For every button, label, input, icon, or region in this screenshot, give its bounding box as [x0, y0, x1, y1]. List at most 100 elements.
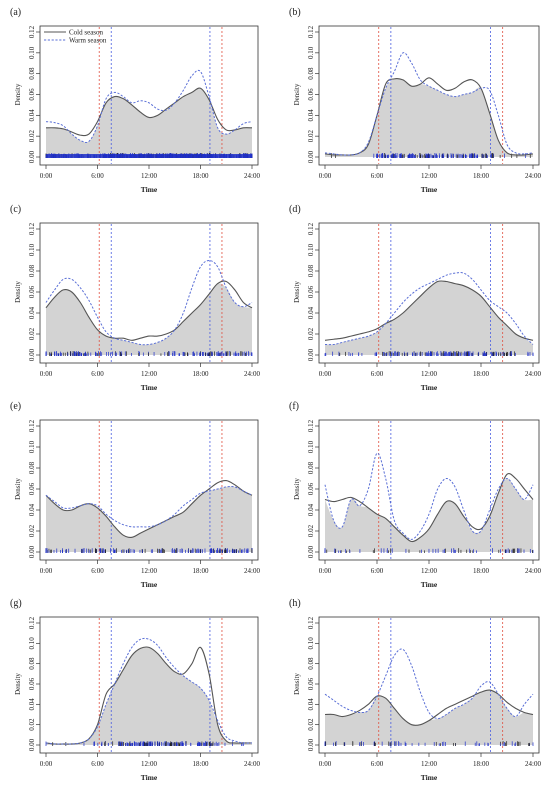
x-tick-label: 12:00 [421, 567, 437, 575]
y-tick-label: 0.04 [307, 306, 315, 319]
panel-e: (e) 0.00 0.02 0.04 0.06 0.08 0.10 0.12 Density 0:… [10, 401, 260, 589]
y-tick-label: 0.10 [307, 440, 315, 453]
x-tick-label: 18:00 [473, 172, 489, 180]
y-tick-label: 0.12 [28, 25, 36, 38]
y-axis-label: Density [293, 673, 301, 695]
x-tick-label: 0:00 [40, 760, 53, 768]
rug-ticks [45, 741, 244, 746]
y-tick-label: 0.10 [307, 46, 315, 59]
x-axis-label: Time [421, 580, 438, 589]
panel-label: (d) [289, 204, 301, 215]
y-tick-label: 0.10 [307, 637, 315, 650]
x-axis-label: Time [141, 383, 158, 392]
y-tick-label: 0.12 [307, 616, 315, 629]
panel-label: (c) [10, 204, 21, 215]
cold-season-curve [45, 280, 253, 341]
x-tick-label: 6:00 [371, 567, 384, 575]
y-tick-label: 0.12 [307, 419, 315, 432]
y-tick-label: 0.04 [28, 698, 36, 711]
x-tick-label: 0:00 [40, 172, 53, 180]
panel-a: (a) 0.00 0.02 0.04 0.06 0.08 0.10 0.12 Density 0:… [10, 7, 260, 194]
warm-season-curve [324, 452, 534, 540]
y-tick-label: 0.04 [307, 503, 315, 516]
x-axis-label: Time [421, 383, 438, 392]
overlap-area [46, 88, 252, 157]
x-tick-label: 0:00 [319, 760, 332, 768]
y-tick-label: 0.12 [307, 25, 315, 38]
y-tick-label: 0.02 [307, 524, 315, 537]
x-tick-label: 12:00 [141, 370, 157, 378]
y-tick-label: 0.00 [307, 348, 315, 361]
x-tick-label: 18:00 [193, 370, 209, 378]
panel-g: (g) 0.00 0.02 0.04 0.06 0.08 0.10 0.12 Density 0:… [10, 598, 260, 782]
y-tick-label: 0.00 [28, 150, 36, 163]
overlap-area [46, 646, 252, 745]
y-tick-label: 0.08 [28, 264, 36, 277]
x-tick-label: 0:00 [319, 172, 332, 180]
overlap-area [325, 478, 533, 552]
y-tick-label: 0.08 [307, 67, 315, 80]
y-tick-label: 0.06 [307, 677, 315, 690]
y-tick-label: 0.10 [28, 637, 36, 650]
y-tick-label: 0.00 [28, 545, 36, 558]
y-axis-label: Density [14, 673, 22, 695]
y-tick-label: 0.06 [307, 285, 315, 298]
x-tick-label: 0:00 [40, 370, 53, 378]
y-tick-label: 0.06 [28, 482, 36, 495]
y-tick-label: 0.00 [28, 738, 36, 751]
y-tick-label: 0.04 [28, 503, 36, 516]
y-tick-label: 0.04 [307, 698, 315, 711]
y-tick-label: 0.10 [28, 440, 36, 453]
y-tick-label: 0.10 [307, 243, 315, 256]
x-tick-label: 24:00 [525, 760, 541, 768]
y-axis-label: Density [14, 478, 22, 500]
x-tick-label: 18:00 [473, 567, 489, 575]
y-tick-label: 0.00 [28, 348, 36, 361]
y-tick-label: 0.02 [28, 130, 36, 143]
cold-season-curve [324, 473, 534, 543]
panel-label: (a) [10, 7, 21, 18]
y-tick-label: 0.02 [307, 327, 315, 340]
warm-season-curve [45, 637, 253, 745]
x-tick-label: 24:00 [244, 567, 260, 575]
y-tick-label: 0.06 [307, 482, 315, 495]
warm-season-curve [45, 486, 253, 528]
y-tick-label: 0.02 [28, 327, 36, 340]
x-tick-label: 24:00 [525, 172, 541, 180]
y-tick-label: 0.04 [28, 306, 36, 319]
x-axis-label: Time [421, 185, 438, 194]
panel-f: (f) 0.00 0.02 0.04 0.06 0.08 0.10 0.12 Density 0:… [289, 401, 541, 589]
x-axis-label: Time [421, 773, 438, 782]
x-tick-label: 6:00 [371, 172, 384, 180]
x-tick-label: 24:00 [525, 370, 541, 378]
y-tick-label: 0.08 [28, 657, 36, 670]
x-tick-label: 6:00 [371, 760, 384, 768]
x-axis-label: Time [141, 580, 158, 589]
warm-season-curve [45, 69, 253, 143]
y-tick-label: 0.06 [28, 677, 36, 690]
x-tick-label: 6:00 [91, 567, 104, 575]
y-tick-label: 0.06 [28, 88, 36, 101]
x-tick-label: 24:00 [525, 567, 541, 575]
y-tick-label: 0.12 [28, 616, 36, 629]
x-axis-label: Time [141, 185, 158, 194]
y-tick-label: 0.08 [307, 461, 315, 474]
y-tick-label: 0.08 [307, 657, 315, 670]
legend-warm-label: Warm season [69, 37, 107, 45]
x-tick-label: 0:00 [319, 370, 332, 378]
warm-season-curve [45, 259, 253, 346]
x-axis-label: Time [141, 773, 158, 782]
cold-season-curve [324, 280, 534, 341]
rug-ticks [45, 153, 253, 158]
x-tick-label: 0:00 [319, 567, 332, 575]
rug-ticks [324, 351, 534, 356]
y-tick-label: 0.02 [307, 130, 315, 143]
rug-ticks [324, 548, 534, 553]
y-tick-label: 0.08 [28, 67, 36, 80]
panel-d: (d) 0.00 0.02 0.04 0.06 0.08 0.10 0.12 Density 0:… [289, 204, 541, 392]
x-tick-label: 12:00 [421, 370, 437, 378]
y-tick-label: 0.10 [28, 243, 36, 256]
rug-ticks [331, 153, 531, 158]
x-tick-label: 18:00 [193, 760, 209, 768]
